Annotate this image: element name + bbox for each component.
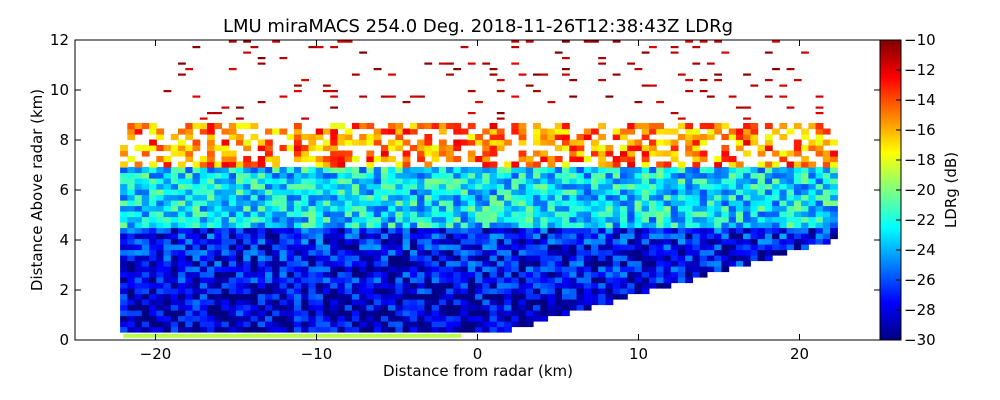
- y-axis-label: Distance Above radar (km): [28, 89, 46, 291]
- colorbar-tick-label: −24: [904, 241, 936, 259]
- colorbar-tick-label: −16: [904, 121, 936, 139]
- y-tick-label: 8: [59, 131, 69, 149]
- x-tick-label: 10: [629, 345, 648, 363]
- y-tick-label: 12: [50, 31, 69, 49]
- colorbar-label: LDRg (dB): [942, 152, 960, 228]
- colorbar-tick-label: −18: [904, 151, 936, 169]
- colorbar-tick-label: −28: [904, 301, 936, 319]
- ldr-heatmap: [120, 40, 838, 338]
- colorbar-tick-label: −14: [904, 91, 936, 109]
- colorbar-tick-label: −10: [904, 31, 936, 49]
- colorbar-tick-label: −30: [904, 331, 936, 349]
- x-tick-label: 0: [473, 345, 483, 363]
- x-tick-label: −10: [301, 345, 333, 363]
- heatmap-cells: [120, 40, 838, 333]
- colorbar-ticks: −10 −12 −14 −16 −18 −20 −22 −24 −26 −28 −30: [896, 31, 936, 349]
- colorbar-tick-label: −20: [904, 181, 936, 199]
- x-tick-label: −20: [140, 345, 172, 363]
- x-axis-label: Distance from radar (km): [383, 362, 573, 380]
- y-tick-label: 4: [59, 231, 69, 249]
- colorbar-tick-label: −12: [904, 61, 936, 79]
- colorbar: −10 −12 −14 −16 −18 −20 −22 −24 −26 −28 −30 LDRg (…: [879, 31, 960, 349]
- colorbar-tick-label: −22: [904, 211, 936, 229]
- y-tick-label: 10: [50, 81, 69, 99]
- x-axis: −20 −10 0 10 20: [140, 40, 809, 363]
- y-tick-label: 6: [59, 181, 69, 199]
- y-tick-label: 2: [59, 281, 69, 299]
- y-tick-label: 0: [59, 331, 69, 349]
- y-axis: 0 2 4 6 8 10 12: [50, 31, 880, 349]
- x-tick-label: 20: [790, 345, 809, 363]
- plot-area: [74, 39, 881, 341]
- chart-title: LMU miraMACS 254.0 Deg. 2018-11-26T12:38…: [223, 16, 733, 37]
- surface-clutter-band: [123, 333, 462, 338]
- colorbar-tick-label: −26: [904, 271, 936, 289]
